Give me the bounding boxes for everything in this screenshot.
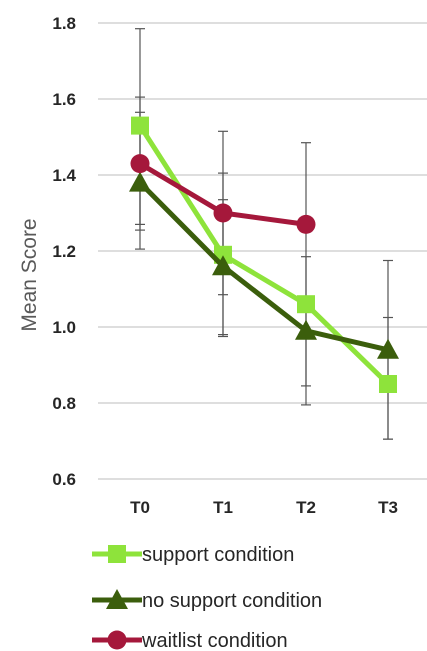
y-tick-label: 0.8 — [52, 394, 76, 413]
data-point-circle — [296, 214, 316, 234]
legend-label: support condition — [142, 544, 294, 566]
legend-label: waitlist condition — [141, 630, 288, 651]
data-point-triangle — [295, 319, 317, 340]
data-point-square — [379, 375, 397, 393]
y-tick-label: 0.6 — [52, 470, 76, 489]
y-tick-label: 1.8 — [52, 14, 76, 33]
y-tick-label: 1.6 — [52, 90, 76, 109]
y-tick-label: 1.4 — [52, 166, 76, 185]
y-tick-label: 1.0 — [52, 318, 76, 337]
data-point-triangle — [129, 171, 151, 192]
y-tick-label: 1.2 — [52, 242, 76, 261]
data-point-triangle — [212, 255, 234, 276]
series-lines — [129, 116, 399, 393]
legend-label: no support condition — [142, 590, 322, 612]
y-axis-label: Mean Score — [18, 218, 41, 331]
legend-marker-circle — [107, 630, 127, 650]
x-tick-label: T0 — [130, 498, 150, 517]
data-point-square — [131, 116, 149, 135]
legend-marker-triangle — [106, 589, 128, 609]
x-tick-label: T2 — [296, 498, 316, 517]
series-line-triangle — [138, 180, 389, 353]
legend: support condition no support condition wai… — [92, 544, 322, 651]
legend-marker-square — [108, 545, 126, 563]
x-axis-ticks: T0 T1 T2 T3 — [130, 498, 398, 517]
data-point-triangle — [377, 338, 399, 359]
data-point-circle — [213, 203, 233, 223]
x-tick-label: T1 — [213, 498, 233, 517]
data-point-circle — [130, 154, 150, 174]
error-bars — [135, 28, 393, 440]
grid-lines — [98, 22, 427, 480]
x-tick-label: T3 — [378, 498, 398, 517]
series-line-square — [137, 124, 390, 386]
y-axis-ticks: 0.6 0.8 1.0 1.2 1.4 1.6 1.8 — [52, 14, 76, 489]
data-point-square — [297, 295, 315, 314]
